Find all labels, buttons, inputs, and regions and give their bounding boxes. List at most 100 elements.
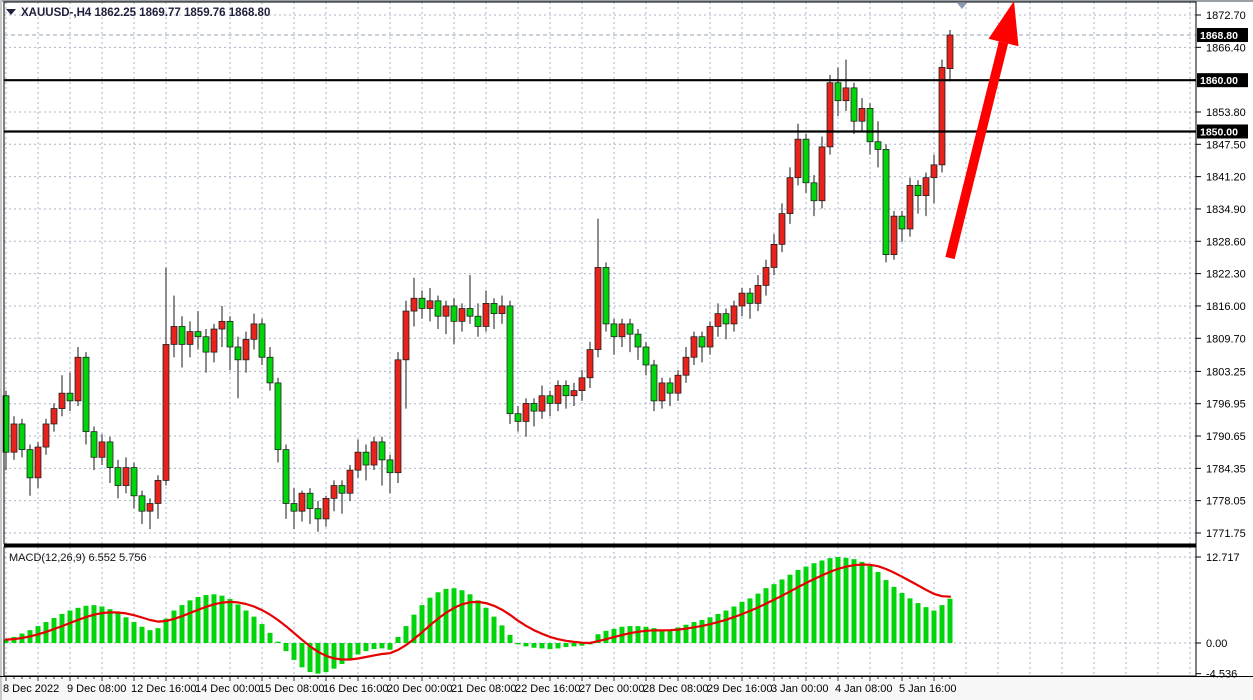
grid-lines: [4, 2, 1196, 676]
trend-annotation-arrow[interactable]: [945, 1, 1019, 260]
candle-body: [794, 138, 802, 179]
macd-histogram-bar: [659, 630, 665, 643]
macd-histogram-bar: [571, 643, 577, 647]
macd-histogram-bar: [859, 561, 865, 643]
macd-histogram-bar: [107, 609, 113, 643]
macd-histogram-bar: [891, 586, 897, 643]
time-label: 8 Dec 2022: [3, 683, 59, 695]
candle-body: [730, 305, 738, 325]
arrow-shaft[interactable]: [945, 41, 1009, 260]
macd-histogram-bar: [643, 626, 649, 643]
macd-indicator-panel[interactable]: [3, 556, 953, 674]
candle-body: [106, 441, 114, 468]
candle-body: [634, 333, 642, 348]
window-top-edge: [0, 0, 1253, 2]
candle-body: [554, 385, 562, 404]
macd-histogram-bar: [635, 626, 641, 643]
macd-histogram-bar: [355, 643, 361, 655]
macd-histogram-bar: [275, 641, 281, 643]
shift-marker-triangle[interactable]: [957, 3, 967, 9]
candle-body: [218, 320, 226, 330]
macd-histogram-bar: [555, 643, 561, 649]
candle-body: [786, 177, 794, 214]
time-label: 5 Jan 16:00: [899, 683, 957, 695]
macd-histogram-bar: [803, 566, 809, 643]
macd-histogram-bar: [523, 643, 529, 647]
macd-histogram-bar: [139, 626, 145, 643]
macd-histogram-bar: [227, 599, 233, 643]
candle-body: [898, 215, 906, 230]
candle-body: [194, 331, 202, 338]
price-tick-label: 1771.75: [1206, 528, 1246, 540]
macd-histogram-bar: [843, 557, 849, 643]
candle-body: [290, 503, 298, 512]
candle-body: [2, 395, 10, 453]
candle-body: [266, 356, 274, 384]
candle-body: [82, 356, 90, 433]
macd-histogram-bar: [299, 643, 305, 668]
macd-histogram-bar: [931, 610, 937, 643]
candle-body: [698, 336, 706, 348]
chart-shift-marker-icon[interactable]: [957, 3, 967, 9]
time-label: 9 Dec 08:00: [67, 683, 126, 695]
candle-body: [42, 423, 50, 448]
time-label: 27 Dec 00:00: [579, 683, 644, 695]
candle-body: [538, 395, 546, 412]
price-tick-label: 1803.25: [1206, 366, 1246, 378]
candle-body: [810, 182, 818, 202]
candle-body: [130, 467, 138, 497]
price-tick-label: 1816.00: [1206, 301, 1246, 313]
macd-histogram-bar: [339, 643, 345, 664]
candle-body: [738, 292, 746, 307]
macd-signal-line: [4, 563, 952, 661]
macd-histogram-bar: [235, 604, 241, 643]
macd-histogram-bar: [779, 579, 785, 643]
candle-body: [866, 108, 874, 143]
time-label: 14 Dec 00:00: [195, 683, 260, 695]
macd-histogram-bar: [939, 605, 945, 643]
candle-body: [370, 441, 378, 466]
macd-histogram-bar: [467, 594, 473, 643]
macd-histogram-bar: [507, 634, 513, 643]
macd-tick-label: 12.717: [1206, 552, 1240, 564]
line-price-label-text: 1850.00: [1200, 126, 1238, 138]
candle-body: [274, 382, 282, 450]
candle-body: [890, 215, 898, 256]
arrow-head[interactable]: [988, 1, 1019, 47]
candle-body: [154, 480, 162, 504]
candle-body: [914, 184, 922, 196]
macd-histogram-bar: [347, 643, 353, 660]
candle-body: [10, 423, 18, 453]
candle-body: [642, 346, 650, 366]
candle-body: [474, 315, 482, 327]
macd-histogram-bar: [211, 594, 217, 643]
candle-body: [858, 108, 866, 122]
candle-body: [66, 392, 74, 402]
macd-histogram-bar: [915, 603, 921, 643]
line-price-label: [1197, 73, 1248, 88]
candle-body: [818, 146, 826, 202]
macd-histogram-bar: [947, 598, 953, 643]
candle-body: [626, 323, 634, 335]
macd-histogram-bar: [707, 617, 713, 643]
macd-tick-label: -4.536: [1206, 669, 1237, 681]
candle-body: [682, 356, 690, 376]
macd-histogram-bar: [491, 616, 497, 643]
candle-body: [418, 297, 426, 309]
macd-histogram-bar: [163, 618, 169, 643]
macd-histogram-bar: [51, 617, 57, 643]
main-price-panel[interactable]: [2, 30, 1196, 532]
window-left-edge: [0, 0, 2, 700]
macd-histogram-bar: [667, 629, 673, 643]
candle-body: [250, 323, 258, 340]
candle-body: [874, 141, 882, 150]
candle-body: [578, 377, 586, 391]
time-label: 28 Dec 08:00: [643, 683, 708, 695]
panel-separator[interactable]: [4, 544, 1196, 547]
macd-histogram-bar: [691, 622, 697, 643]
price-axis[interactable]: 1872.70 1866.40 1853.80 1847.50 1841.20 1834.…: [1195, 2, 1248, 676]
candle-body: [930, 164, 938, 179]
symbol-dropdown-icon[interactable]: [6, 9, 16, 15]
